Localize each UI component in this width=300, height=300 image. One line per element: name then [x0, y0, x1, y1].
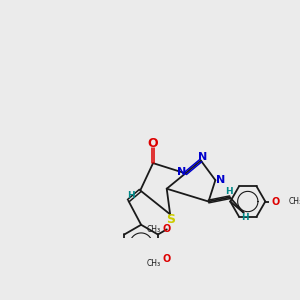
Text: O: O — [163, 224, 171, 234]
Text: H: H — [241, 214, 249, 223]
Text: S: S — [166, 213, 175, 226]
Text: O: O — [163, 254, 171, 264]
Text: N: N — [216, 175, 225, 185]
Text: CH₃: CH₃ — [146, 259, 161, 268]
Text: N: N — [177, 167, 186, 177]
Text: H: H — [225, 187, 232, 196]
Text: CH₃: CH₃ — [289, 197, 300, 206]
Text: O: O — [148, 137, 158, 150]
Text: H: H — [127, 191, 135, 200]
Text: O: O — [272, 196, 280, 206]
Text: N: N — [198, 152, 207, 161]
Text: CH₃: CH₃ — [146, 225, 161, 234]
